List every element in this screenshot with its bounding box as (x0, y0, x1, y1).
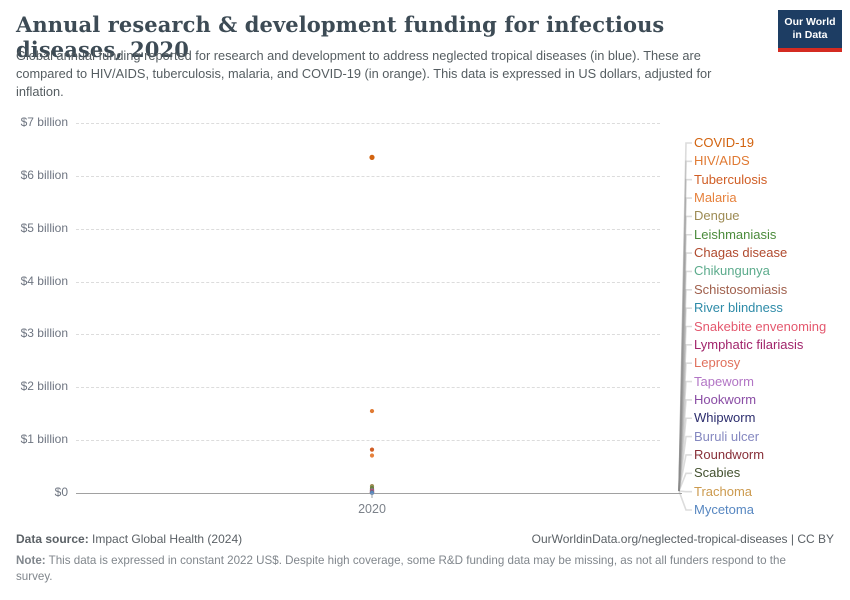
legend-connector-line (678, 197, 692, 492)
legend-connector-line (678, 325, 692, 492)
data-point-hiv-aids[interactable] (369, 408, 375, 414)
legend-connector-line (678, 362, 692, 492)
footnote-label: Note: (16, 554, 46, 567)
legend-connector-line (678, 288, 692, 492)
owid-logo-line2: in Data (792, 29, 828, 41)
legend-item-hiv-aids[interactable]: HIV/AIDS (694, 153, 750, 169)
legend-connector-line (678, 215, 692, 492)
legend-item-dengue[interactable]: Dengue (694, 208, 740, 224)
legend-connector-line (678, 307, 692, 492)
legend-connector-line (678, 472, 692, 492)
data-point-tuberculosis[interactable] (369, 447, 375, 452)
legend-connector-line (678, 160, 692, 492)
y-axis-tick-label: $1 billion (20, 432, 68, 447)
gridline (76, 175, 660, 177)
legend-connector-line (678, 417, 692, 492)
gridline (76, 334, 660, 336)
legend-item-tuberculosis[interactable]: Tuberculosis (694, 171, 768, 187)
legend-item-malaria[interactable]: Malaria (694, 190, 737, 206)
legend-connector-line (678, 435, 692, 492)
y-axis-tick-label: $4 billion (20, 273, 68, 288)
gridline (76, 228, 660, 230)
data-source-value: Impact Global Health (2024) (88, 532, 243, 546)
legend-item-buruli-ulcer[interactable]: Buruli ulcer (694, 428, 760, 444)
y-axis-tick-label: $3 billion (20, 326, 68, 341)
data-source-label: Data source: (16, 532, 89, 546)
legend-connector-line (678, 380, 692, 492)
y-axis-tick-label: $7 billion (20, 115, 68, 129)
legend-connector-line (678, 490, 692, 511)
legend-connector-line (678, 252, 692, 492)
page-title: Annual research & development funding fo… (16, 12, 665, 62)
legend-connector-line (678, 233, 692, 492)
legend-connector-line (678, 399, 692, 492)
legend-connector-line (678, 454, 692, 492)
legend-connector-line (678, 178, 692, 492)
legend-item-snakebite-envenoming[interactable]: Snakebite envenoming (694, 318, 827, 334)
legend-item-river-blindness[interactable]: River blindness (694, 300, 783, 316)
rights-link[interactable]: OurWorldinData.org/neglected-tropical-di… (531, 532, 834, 546)
data-point-covid-19[interactable] (369, 154, 375, 160)
gridline (76, 123, 660, 124)
legend-item-scabies[interactable]: Scabies (694, 465, 741, 481)
legend-item-schistosomiasis[interactable]: Schistosomiasis (694, 281, 788, 297)
gridline (76, 387, 660, 389)
y-axis-tick-label: $0 (54, 485, 68, 499)
gridline (76, 440, 660, 442)
gridline (76, 281, 660, 283)
legend-item-chagas-disease[interactable]: Chagas disease (694, 245, 788, 261)
legend-item-lymphatic-filariasis[interactable]: Lymphatic filariasis (694, 336, 804, 352)
legend-item-hookworm[interactable]: Hookworm (694, 391, 757, 407)
owid-logo-line1: Our World (784, 15, 836, 28)
legend-connector-line (678, 490, 692, 493)
legend-connector-line (678, 344, 692, 492)
footnote: Note: This data is expressed in constant… (16, 553, 806, 585)
data-source: Data source: Impact Global Health (2024) (16, 532, 242, 546)
legend-item-tapeworm[interactable]: Tapeworm (694, 373, 754, 389)
footer: Data source: Impact Global Health (2024)… (16, 532, 834, 546)
legend-connector-line (678, 142, 692, 492)
footnote-value: This data is expressed in constant 2022 … (16, 554, 786, 584)
x-axis-baseline (76, 493, 682, 494)
owid-logo[interactable]: Our World in Data (778, 10, 842, 52)
legend-item-trachoma[interactable]: Trachoma (694, 483, 753, 499)
data-point-malaria[interactable] (369, 453, 375, 458)
legend-item-leprosy[interactable]: Leprosy (694, 355, 741, 371)
x-axis-tick-label: 2020 (358, 502, 386, 516)
legend-item-roundworm[interactable]: Roundworm (694, 446, 765, 462)
y-axis-tick-label: $5 billion (20, 220, 68, 235)
legend-item-leishmaniasis[interactable]: Leishmaniasis (694, 226, 777, 242)
data-point-mycetoma[interactable] (369, 490, 375, 495)
legend-connector-line (678, 270, 692, 492)
y-axis-tick-label: $6 billion (20, 167, 68, 182)
legend-item-mycetoma[interactable]: Mycetoma (694, 502, 754, 517)
legend-item-chikungunya[interactable]: Chikungunya (694, 263, 770, 279)
legend-item-whipworm[interactable]: Whipworm (694, 410, 756, 426)
legend-item-covid-19[interactable]: COVID-19 (694, 135, 754, 150)
y-axis-tick-label: $2 billion (20, 379, 68, 394)
chart-subtitle: Global annual funding reported for resea… (16, 48, 712, 100)
